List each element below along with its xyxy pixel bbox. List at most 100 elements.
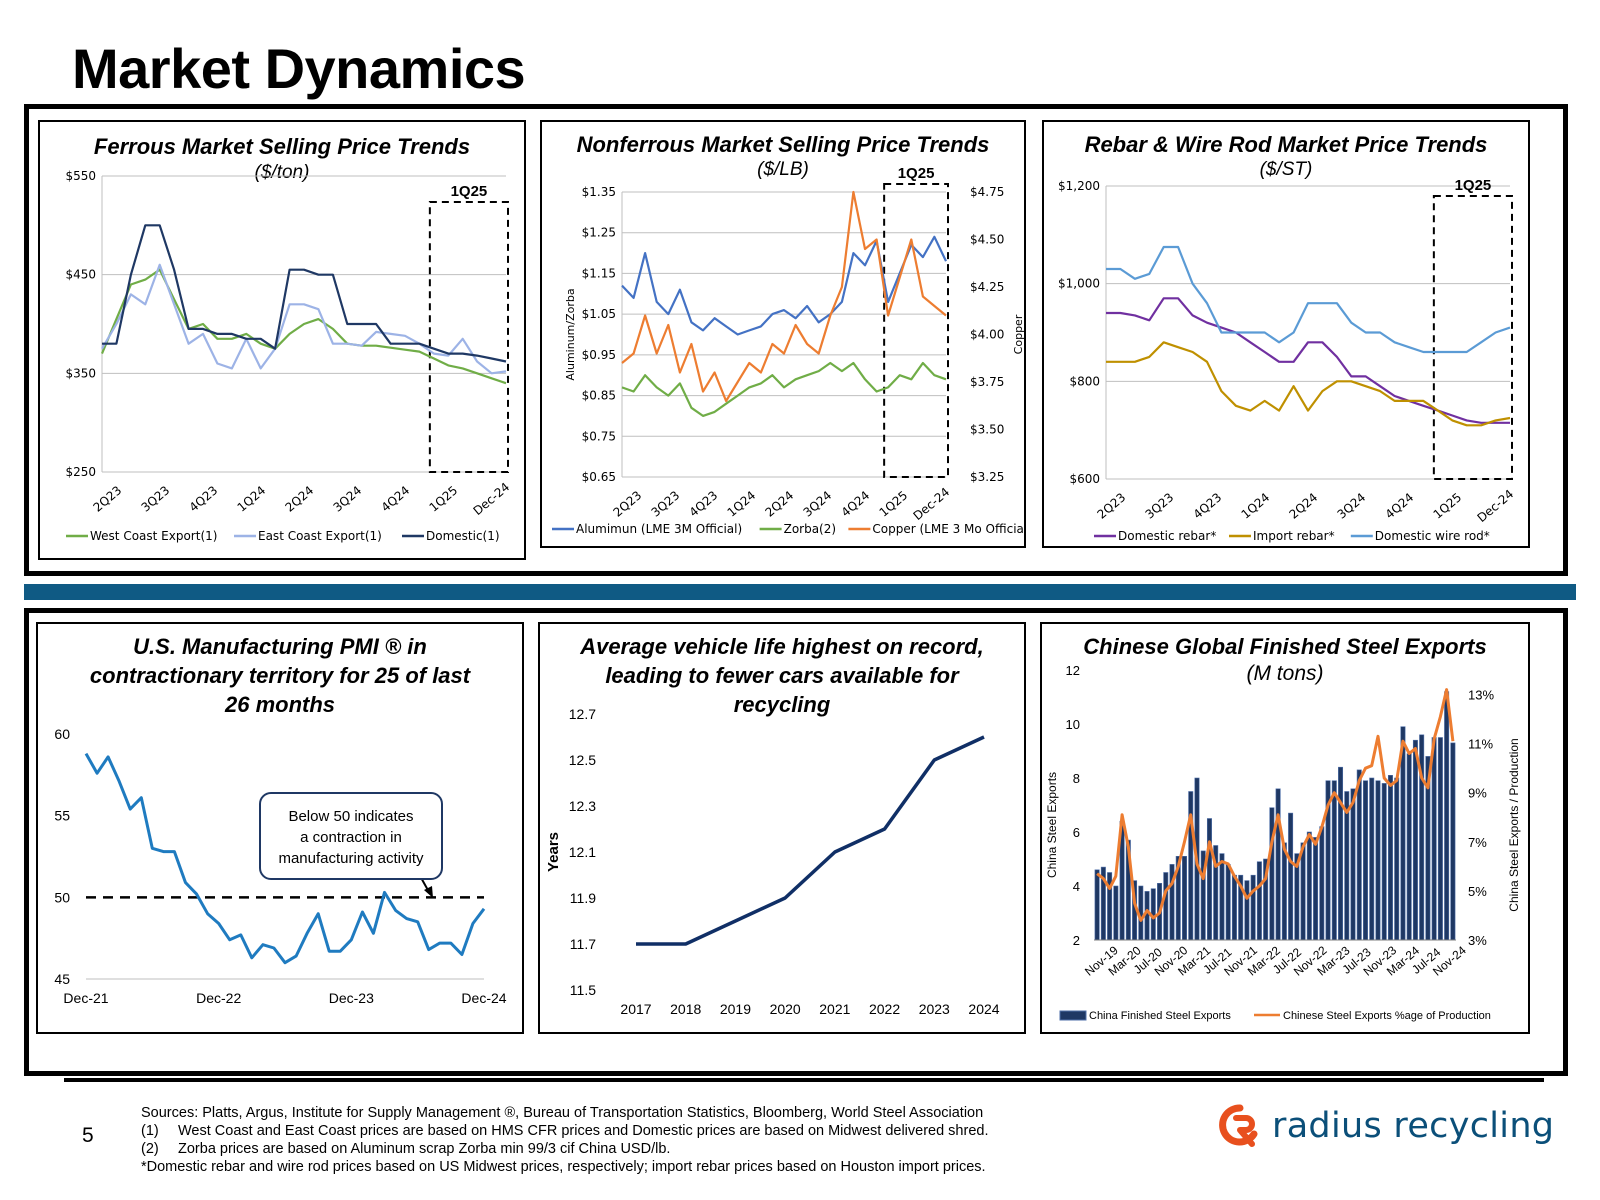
callout-line: a contraction in: [300, 829, 402, 846]
y2-tick-label: 13%: [1468, 688, 1494, 703]
export-bar: [1412, 739, 1418, 941]
export-bar: [1356, 769, 1362, 941]
x-tick-label: 2Q23: [1095, 490, 1129, 522]
export-bar: [1094, 869, 1100, 941]
pmi-title-line: 26 months: [224, 692, 336, 717]
y2-tick-label: 11%: [1468, 737, 1493, 752]
y-tick-label: $800: [1069, 374, 1100, 388]
callout-line: manufacturing activity: [278, 850, 424, 867]
x-tick-label: 2021: [819, 1001, 850, 1017]
y-tick-label: $1.35: [582, 185, 616, 199]
x-tick-label: 2017: [620, 1001, 651, 1017]
x-tick-label: 4Q24: [1383, 490, 1417, 522]
footnote-line: *Domestic rebar and wire rod prices base…: [141, 1158, 989, 1176]
legend-label: Chinese Steel Exports %age of Production: [1283, 1010, 1491, 1022]
nonferrous-chart-title: Nonferrous Market Selling Price Trends: [576, 132, 990, 157]
export-bar: [1206, 818, 1212, 941]
y-tick-label: 12.7: [569, 706, 596, 722]
pmi-title-line: contractionary territory for 25 of last: [89, 663, 471, 688]
legend-label: China Finished Steel Exports: [1089, 1010, 1231, 1022]
vehicle-chart-plot: 11.5 11.7 11.9 12.1 12.3 12.5 12.7 Years 2017 201…: [545, 706, 1000, 1017]
legend-label: Domestic wire rod*: [1375, 529, 1490, 543]
ferrous-chart-title: Ferrous Market Selling Price Trends: [93, 134, 471, 159]
legend-label: Copper (LME 3 Mo Official): [872, 522, 1026, 536]
x-tick-label: 4Q24: [379, 483, 413, 515]
steel-chart-panel: Chinese Global Finished Steel Exports (M…: [1040, 622, 1530, 1034]
export-bar: [1306, 831, 1312, 941]
y-tick-label: $550: [65, 169, 96, 183]
y-tick-label: $600: [1069, 472, 1100, 486]
footnote-text: West Coast and East Coast prices are bas…: [178, 1123, 989, 1139]
x-tick-label: 3Q23: [649, 488, 683, 520]
y2-tick-label: $4.00: [970, 328, 1004, 342]
y-tick-label: 55: [54, 808, 70, 824]
ferrous-chart-plot: $250 $350 $450 $550 2Q23 3Q23 4Q23 1Q24 2Q24 3Q24…: [65, 169, 512, 543]
highlight-1q25-box: [883, 183, 949, 478]
x-tick-label: 3Q24: [801, 488, 835, 520]
x-tick-label: 3Q23: [1143, 490, 1177, 522]
x-tick-label: 1Q25: [1431, 490, 1465, 522]
export-bar: [1113, 885, 1119, 941]
series-line: [1106, 297, 1510, 424]
export-bar: [1437, 737, 1443, 941]
y-tick-label: 11.7: [570, 936, 596, 952]
nonferrous-chart-plot: $0.65 $0.75 $0.85 $0.95 $1.05 $1.15 $1.25 $1.35…: [552, 165, 1026, 536]
x-tick-label: 1Q24: [235, 483, 269, 515]
x-tick-label: Dec-22: [196, 990, 241, 1006]
ferrous-chart-subtitle: ($/ton): [254, 162, 310, 183]
export-bar: [1350, 788, 1356, 941]
top-charts-section: [24, 104, 1568, 576]
series-line: [1106, 341, 1511, 427]
series-line: [621, 190, 947, 403]
y-tick-label: 2: [1073, 933, 1080, 948]
export-bar: [1363, 780, 1368, 941]
legend-label: Zorba(2): [784, 522, 836, 536]
bottom-charts-section: [24, 608, 1568, 1076]
export-bar: [1281, 842, 1287, 941]
pmi-chart-plot: 45 50 55 60 Dec-21 Dec-22 Dec-23 Dec-24: [54, 726, 506, 1006]
y2-tick-label: 3%: [1468, 933, 1487, 948]
y-tick-label: $1.05: [582, 307, 616, 321]
footnote-text: *Domestic rebar and wire rod prices base…: [141, 1159, 986, 1175]
x-tick-label: 2Q24: [763, 488, 797, 520]
x-tick-label: 3Q24: [331, 483, 365, 515]
y-tick-label: 11.5: [570, 982, 596, 998]
export-bar: [1300, 842, 1306, 941]
footnote-line: (2) Zorba prices are based on Aluminum sc…: [141, 1140, 989, 1158]
legend-label: Import rebar*: [1253, 529, 1335, 543]
x-tick-label: 2019: [720, 1001, 751, 1017]
y-tick-label: $0.75: [582, 429, 616, 443]
series-line: [102, 224, 507, 363]
page-title: Market Dynamics: [72, 37, 526, 100]
y-tick-label: $350: [65, 366, 96, 380]
x-tick-label: 2024: [968, 1001, 999, 1017]
vehicle-title-line: leading to fewer cars available for: [605, 663, 959, 688]
radius-recycling-logo: radius recycling: [1216, 1104, 1554, 1148]
x-tick-label: 2022: [869, 1001, 900, 1017]
x-tick-label: Dec-21: [63, 990, 108, 1006]
export-bar: [1231, 874, 1237, 941]
y-tick-label: 50: [54, 889, 70, 905]
vehicle-chart-title: Average vehicle life highest on record, …: [540, 632, 1024, 719]
y-tick-label: $0.95: [582, 348, 616, 362]
x-tick-label: 1Q25: [427, 483, 461, 515]
series-line: [100, 268, 507, 385]
series-line: [101, 263, 507, 375]
y-tick-label: $1,000: [1058, 277, 1100, 291]
callout-line: Below 50 indicates: [288, 808, 414, 825]
series-line: [1106, 245, 1511, 354]
y2-axis-label: China Steel Exports / Production: [1507, 738, 1521, 911]
y2-tick-label: $4.75: [970, 185, 1004, 199]
x-tick-label: 2Q23: [611, 488, 645, 520]
legend-label: Domestic(1): [426, 529, 500, 543]
rebar-chart-plot: $600 $800 $1,000 $1,200 2Q23 3Q23 4Q23 1Q24 2Q24…: [1058, 177, 1516, 543]
y2-tick-label: $3.75: [970, 375, 1004, 389]
sources-text: Sources: Platts, Argus, Institute for Su…: [141, 1105, 984, 1121]
export-bar: [1269, 807, 1275, 941]
footer-rule: [64, 1078, 1544, 1082]
export-bar: [1375, 780, 1381, 941]
highlight-label: 1Q25: [1455, 177, 1492, 194]
y-axis-label: Aluminum/Zorba: [564, 288, 577, 380]
x-tick-label: 3Q24: [1335, 490, 1369, 522]
callout-arrowhead: [424, 886, 433, 898]
